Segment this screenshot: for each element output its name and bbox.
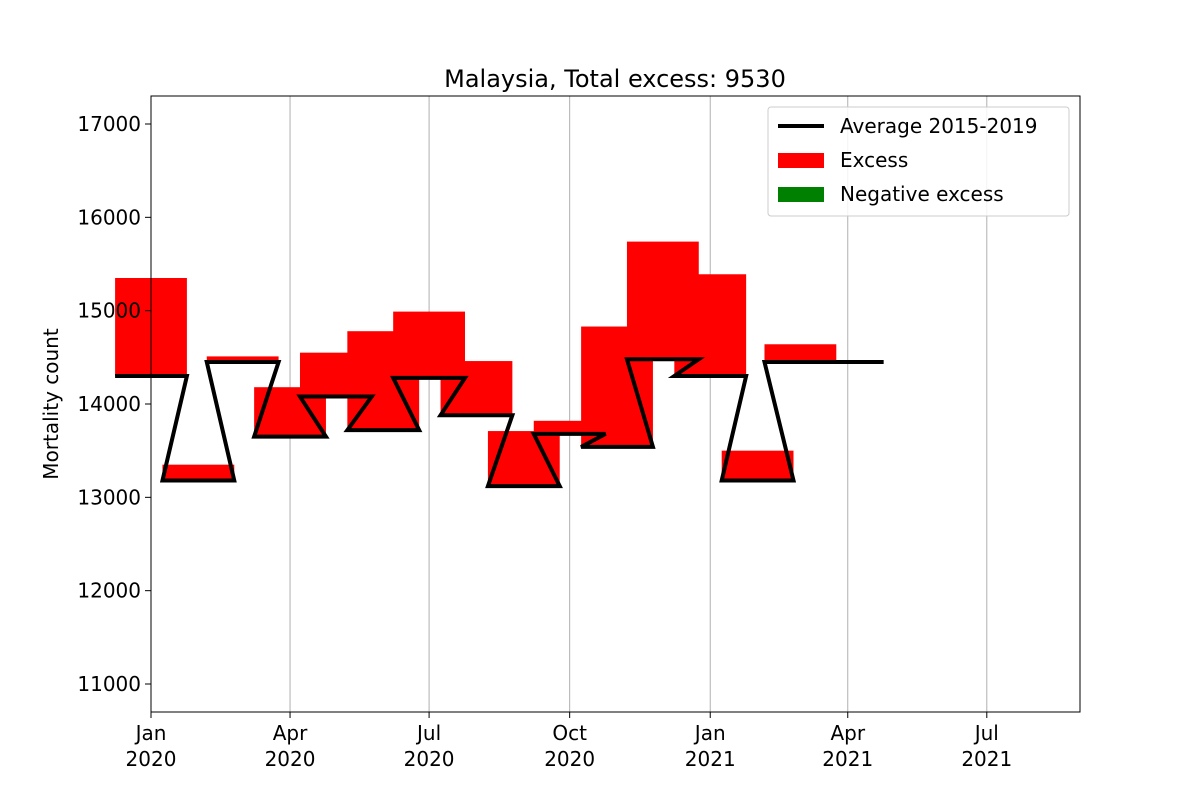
- x-tick-year: 2020: [265, 747, 316, 771]
- legend-label-negative: Negative excess: [840, 182, 1004, 206]
- x-tick-year: 2021: [822, 747, 873, 771]
- x-tick-label: Jul 2020: [404, 721, 455, 771]
- x-tick-month: Jan: [693, 721, 726, 745]
- legend: Average 2015-2019 Excess Negative excess: [767, 106, 1070, 217]
- x-tick-label: Jan 2021: [685, 721, 736, 771]
- excess-bar: [764, 344, 837, 362]
- x-tick-month: Jul: [415, 721, 441, 745]
- x-tick-month: Apr: [273, 721, 308, 745]
- y-tick-label: 15000: [77, 299, 141, 323]
- x-tick-label: Apr 2020: [265, 721, 316, 771]
- legend-swatch-excess: [778, 153, 824, 168]
- x-tick-year: 2020: [544, 747, 595, 771]
- x-tick-label: Apr 2021: [822, 721, 873, 771]
- x-tick-month: Oct: [552, 721, 587, 745]
- average-line: [115, 357, 884, 489]
- y-tick-label: 17000: [77, 112, 141, 136]
- x-tick-label: Jul 2021: [961, 721, 1012, 771]
- y-tick-label: 12000: [77, 579, 141, 603]
- legend-frame: [767, 106, 1070, 217]
- x-tick-year: 2021: [685, 747, 736, 771]
- excess-bar: [721, 450, 794, 481]
- x-tick-month: Jul: [973, 721, 999, 745]
- y-axis-label: Mortality count: [39, 328, 63, 480]
- legend-label-excess: Excess: [840, 148, 908, 172]
- legend-label-average: Average 2015-2019: [840, 114, 1038, 138]
- y-tick-label: 16000: [77, 205, 141, 229]
- excess-bar: [440, 361, 513, 416]
- excess-bar: [162, 464, 235, 481]
- x-tick-year: 2020: [404, 747, 455, 771]
- x-tick-label: Oct 2020: [544, 721, 595, 771]
- x-tick-month: Apr: [830, 721, 865, 745]
- x-tick-label: Jan 2020: [126, 721, 177, 771]
- y-axis: 11000 12000 13000 14000 15000 16000 17000: [77, 112, 151, 696]
- x-tick-year: 2020: [126, 747, 177, 771]
- x-tick-year: 2021: [961, 747, 1012, 771]
- average-line-group: [115, 357, 884, 489]
- chart-title: Malaysia, Total excess: 9530: [444, 65, 786, 93]
- y-tick-label: 13000: [77, 485, 141, 509]
- y-tick-label: 11000: [77, 672, 141, 696]
- excess-bar: [206, 356, 279, 362]
- x-tick-month: Jan: [134, 721, 167, 745]
- legend-swatch-negative: [778, 187, 824, 202]
- y-tick-label: 14000: [77, 392, 141, 416]
